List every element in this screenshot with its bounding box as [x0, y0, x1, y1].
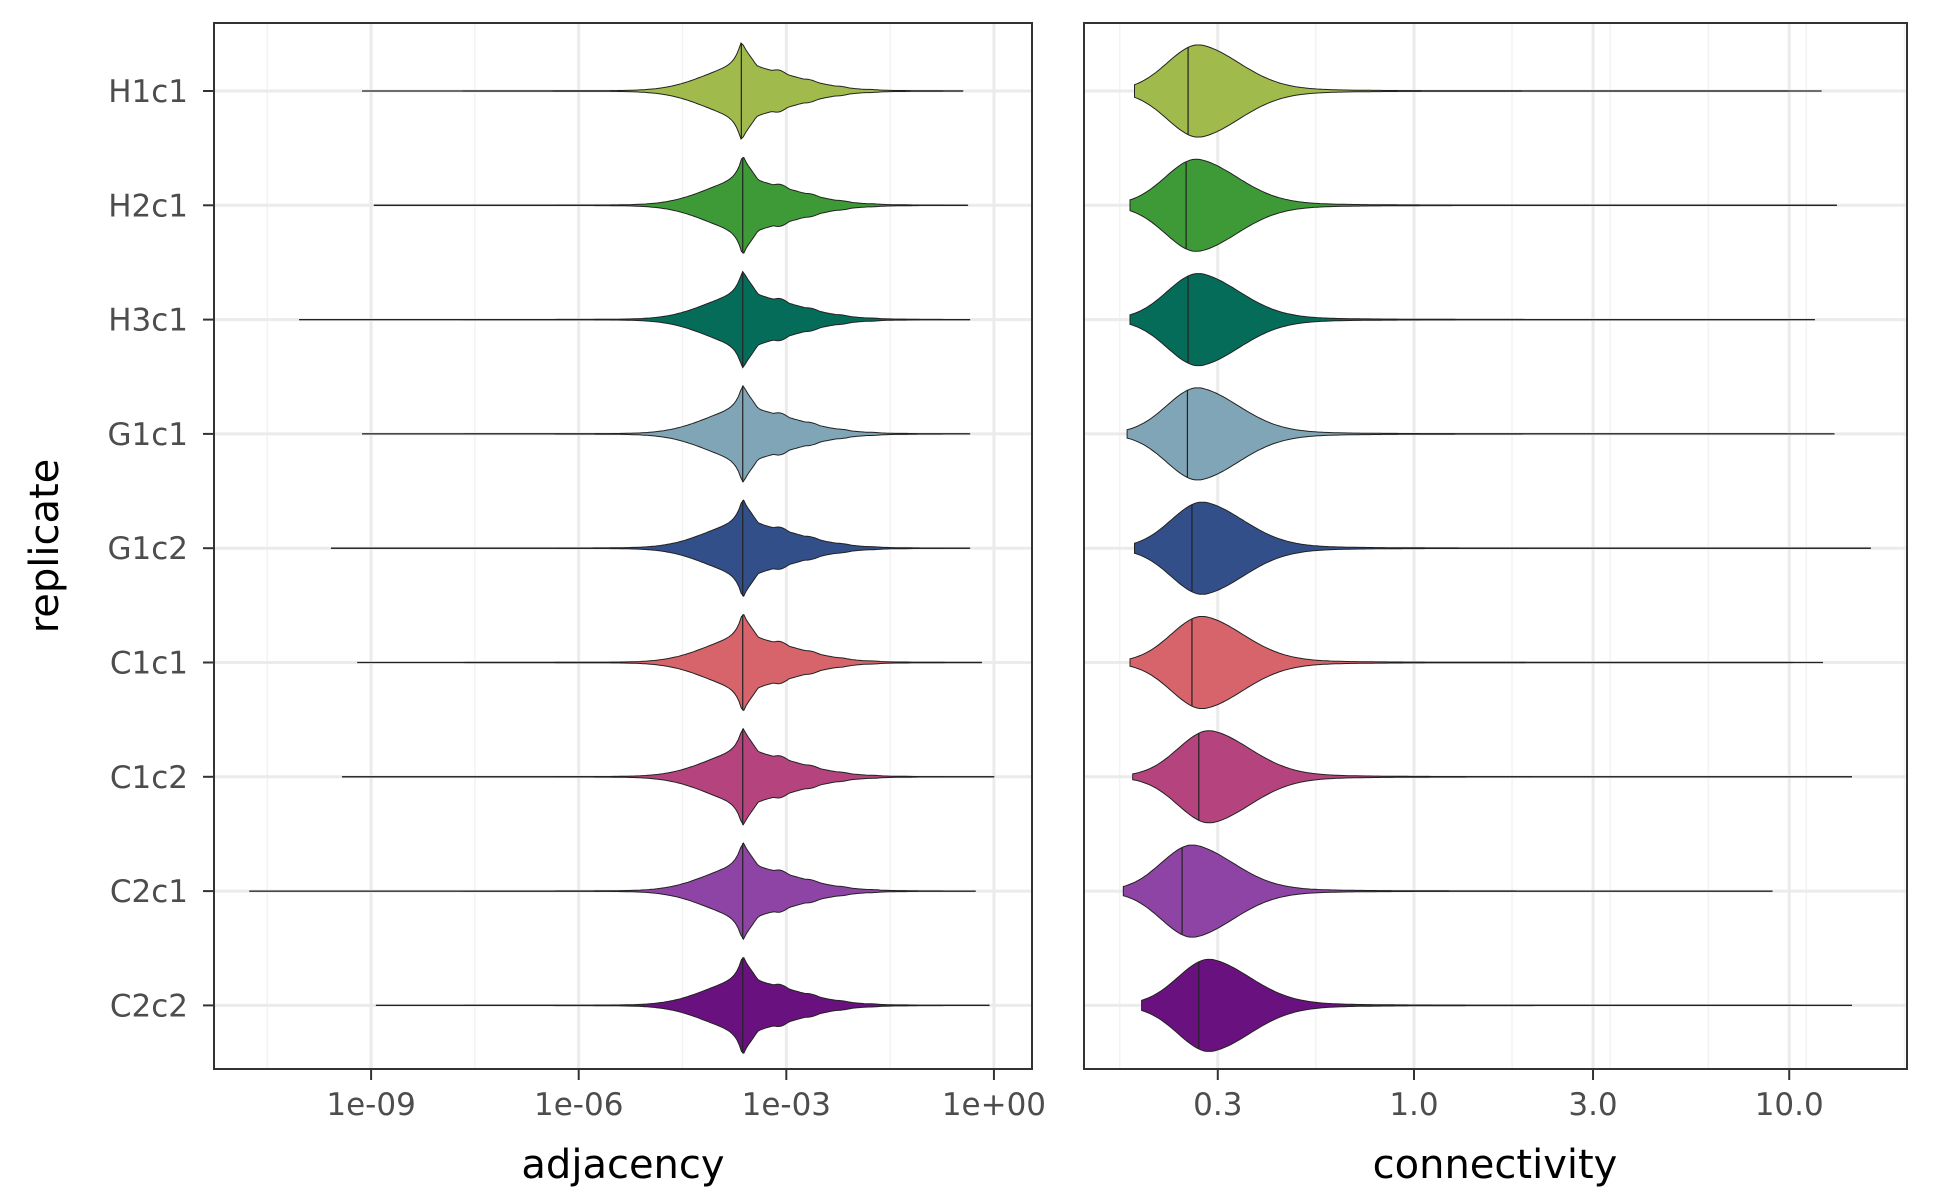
violin-adjacency-C1c1	[357, 613, 982, 712]
x-tick-label: 0.3	[1193, 1087, 1242, 1123]
y-tick-label: H1c1	[108, 74, 188, 110]
y-tick-label: C2c1	[110, 874, 188, 910]
violin-connectivity-G1c2	[1134, 501, 1871, 595]
y-tick-label: H3c1	[108, 303, 188, 339]
violin-connectivity-C2c1	[1122, 844, 1773, 938]
x-tick-label: 1e-09	[326, 1087, 415, 1123]
violin-adjacency-C2c1	[249, 842, 976, 941]
violin-adjacency-C1c2	[342, 727, 995, 826]
violin-adjacency-G1c2	[331, 499, 971, 598]
y-axis-title: replicate	[22, 459, 68, 634]
panel-border	[213, 22, 1033, 1070]
y-tick-label: H2c1	[108, 188, 188, 224]
violin-adjacency-H3c1	[299, 270, 971, 369]
violin-connectivity-H3c1	[1129, 273, 1815, 367]
y-tick-label: C2c2	[110, 988, 188, 1024]
x-tick-label: 1e+00	[942, 1087, 1046, 1123]
adjacency-panel: 1e-09 1e-06 1e-03 1e+00	[213, 22, 1046, 1123]
x-axis-title-connectivity: connectivity	[1373, 1142, 1618, 1188]
y-tick-label: C1c1	[110, 646, 188, 682]
y-tick-label: G1c2	[107, 531, 188, 567]
violin-adjacency-H2c1	[373, 156, 969, 254]
connectivity-panel: 0.3 1.0 3.0 10.0	[1083, 22, 1908, 1123]
panel-border	[1083, 22, 1908, 1070]
y-tick-label: C1c2	[110, 760, 188, 796]
x-tick-label: 3.0	[1568, 1087, 1617, 1123]
violin-adjacency-G1c1	[362, 384, 971, 483]
violin-connectivity-C1c1	[1129, 616, 1823, 709]
x-tick-label: 10.0	[1755, 1087, 1824, 1123]
violin-connectivity-H2c1	[1129, 158, 1837, 252]
violin-connectivity-C2c2	[1141, 958, 1852, 1052]
x-tick-label: 1e-06	[534, 1087, 623, 1123]
x-tick-label: 1e-03	[742, 1087, 831, 1123]
violin-connectivity-H1c1	[1134, 44, 1822, 138]
x-tick-label: 1.0	[1389, 1087, 1438, 1123]
y-tick-label: G1c1	[107, 417, 188, 453]
violin-adjacency-C2c2	[375, 956, 990, 1054]
violin-connectivity-G1c1	[1126, 387, 1835, 481]
y-tick-labels: H1c1 H2c1 H3c1 G1c1 G1c2 C1c1 C1c2 C2c1 C2c2	[107, 74, 214, 1024]
violin-connectivity-C1c2	[1132, 730, 1852, 824]
x-axis-title-adjacency: adjacency	[521, 1142, 724, 1188]
violin-adjacency-H1c1	[362, 42, 964, 140]
